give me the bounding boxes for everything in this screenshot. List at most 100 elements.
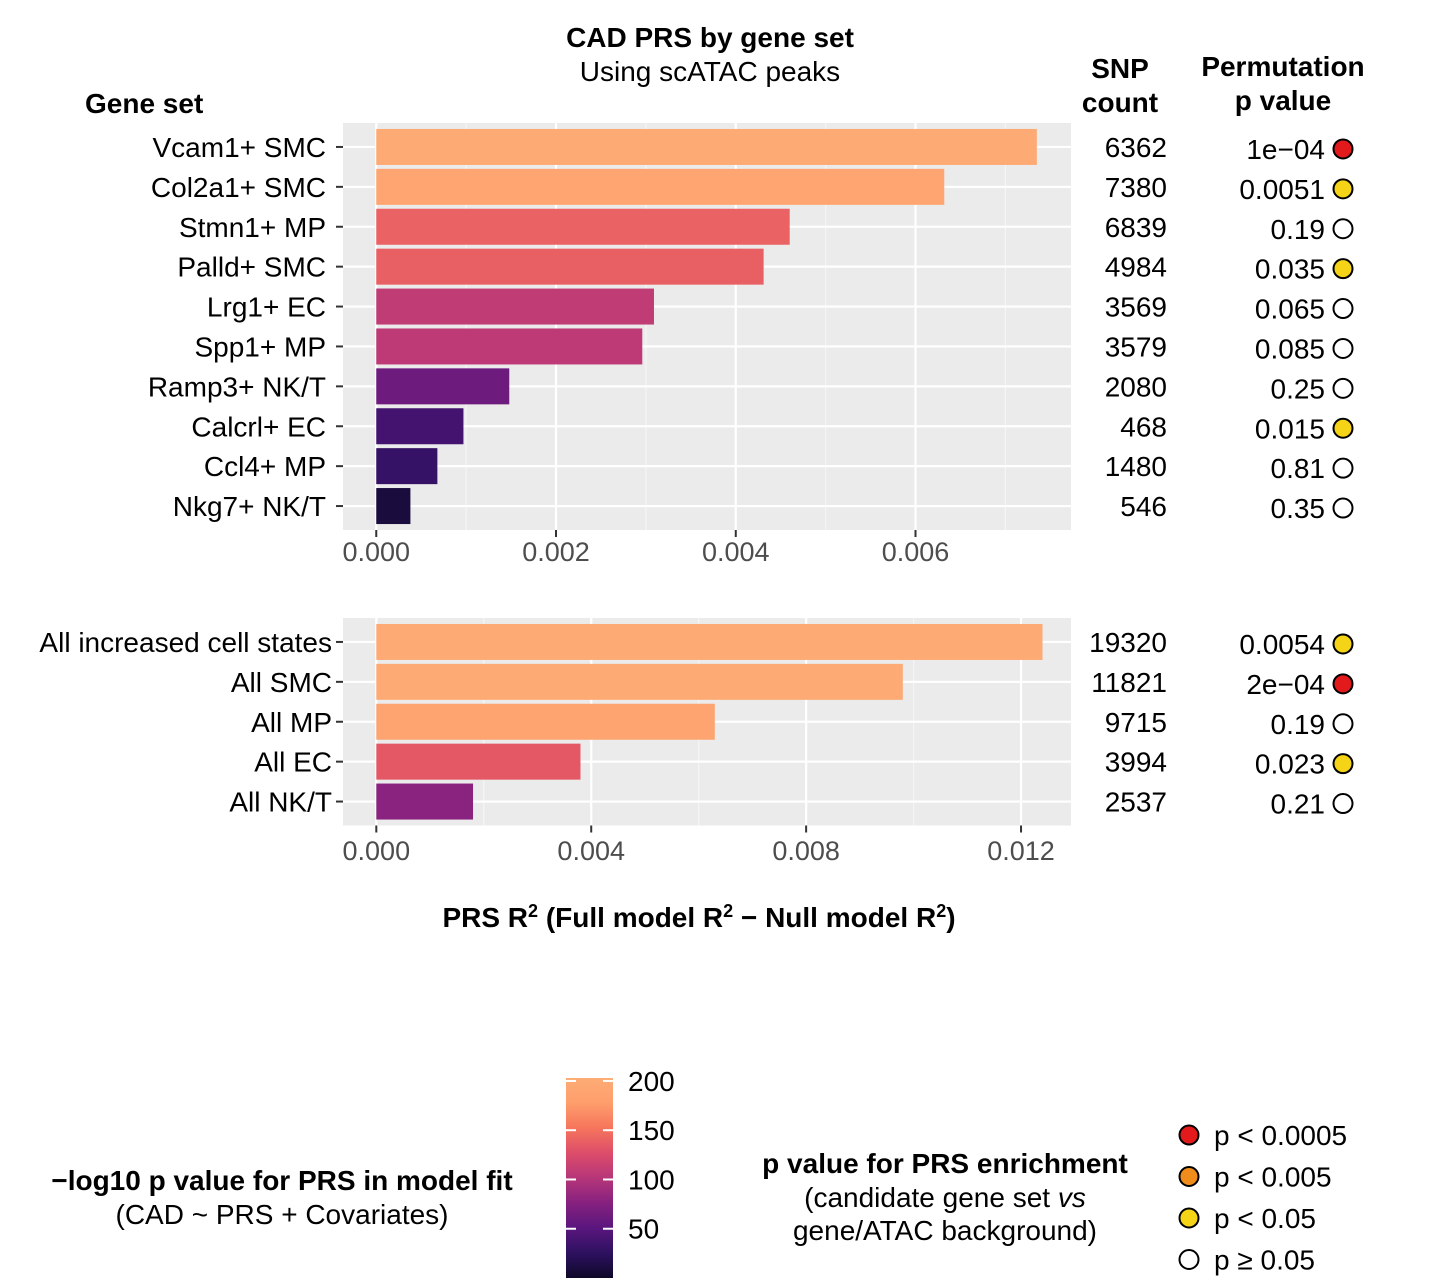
pvalue-dot <box>1332 753 1354 775</box>
chart-subtitle: Using scATAC peaks <box>580 56 840 87</box>
pvalue-label: 0.0054 <box>1239 629 1325 660</box>
pvalue-label: 1e−04 <box>1246 134 1325 165</box>
category-label: Calcrl+ EC <box>191 411 326 442</box>
pvalue-dot <box>1332 713 1354 735</box>
snp-count-label: 3994 <box>1105 747 1167 778</box>
category-label: Lrg1+ EC <box>207 292 326 323</box>
pvalue-legend-subtitle: (candidate gene set vs <box>804 1182 1086 1213</box>
pvalue-dot <box>1332 457 1354 479</box>
category-label: Col2a1+ SMC <box>151 172 326 203</box>
pvalue-label: 0.35 <box>1271 493 1326 524</box>
panel-gene-sets: Vcam1+ SMC 6362 1e−04 Col2a1+ SMC 7380 0.0051… <box>148 123 1354 567</box>
pvalue-legend-dot <box>1178 1207 1200 1229</box>
pvalue-label: 0.023 <box>1255 749 1325 780</box>
snp-count-label: 1480 <box>1105 451 1167 482</box>
x-tick-label: 0.000 <box>343 836 411 866</box>
category-label: Stmn1+ MP <box>179 212 326 243</box>
x-tick-label: 0.004 <box>702 537 770 567</box>
snp-count-label: 546 <box>1120 491 1167 522</box>
pvalue-dot <box>1332 218 1354 240</box>
pvalue-label: 0.065 <box>1255 294 1325 325</box>
snp-count-label: 468 <box>1120 411 1167 442</box>
pvalue-legend-title: p value for PRS enrichment <box>762 1148 1128 1179</box>
bar <box>376 248 764 285</box>
pvalue-legend-dot <box>1178 1249 1200 1270</box>
snp-count-label: 3579 <box>1105 331 1167 362</box>
snp-count-label: 11821 <box>1091 667 1167 698</box>
pvalue-dot <box>1332 633 1354 655</box>
pvalue-dot <box>1332 298 1354 320</box>
bar <box>376 208 790 245</box>
pvalue-legend: p value for PRS enrichment (candidate ge… <box>762 1120 1347 1276</box>
category-label: Ccl4+ MP <box>204 451 326 482</box>
pvalue-label: 0.085 <box>1255 333 1325 364</box>
pvalue-label: 0.21 <box>1271 789 1326 820</box>
bar <box>376 448 438 485</box>
pvalue-dot <box>1332 793 1354 815</box>
category-label: All NK/T <box>229 787 332 818</box>
snp-count-label: 4984 <box>1105 252 1167 283</box>
pvalue-label: 0.015 <box>1255 413 1325 444</box>
x-tick-label: 0.000 <box>342 537 410 567</box>
category-label: All EC <box>254 747 332 778</box>
category-label: Nkg7+ NK/T <box>173 491 326 522</box>
bar <box>376 623 1043 660</box>
category-label: All SMC <box>231 667 332 698</box>
pvalue-label: 0.035 <box>1255 254 1325 285</box>
colorbar-subtitle: (CAD ~ PRS + Covariates) <box>116 1199 449 1230</box>
pvalue-label: 0.19 <box>1271 709 1326 740</box>
snp-count-label: 6362 <box>1105 132 1167 163</box>
category-label: All increased cell states <box>39 627 332 658</box>
snp-count-header-line2: count <box>1082 87 1158 118</box>
pvalue-legend-label: p < 0.005 <box>1214 1162 1332 1193</box>
snp-count-label: 7380 <box>1105 172 1167 203</box>
category-label: Vcam1+ SMC <box>153 132 327 163</box>
snp-count-label: 2080 <box>1105 371 1167 402</box>
category-label: Spp1+ MP <box>194 331 326 362</box>
x-tick-label: 0.004 <box>557 836 625 866</box>
colorbar-gradient <box>566 1078 613 1278</box>
colorbar-tick-label: 50 <box>628 1214 659 1245</box>
pvalue-label: 2e−04 <box>1246 669 1325 700</box>
bar <box>376 368 510 405</box>
bar <box>376 488 411 525</box>
x-axis-title: PRS R2 (Full model R2 − Null model R2) <box>442 901 955 933</box>
pvalue-dot <box>1332 417 1354 439</box>
pvalue-dot <box>1332 497 1354 519</box>
bar <box>376 663 903 700</box>
pvalue-label: 0.25 <box>1271 373 1326 404</box>
snp-count-header-line1: SNP <box>1091 53 1149 84</box>
pvalue-label: 0.81 <box>1271 453 1326 484</box>
pvalue-legend-dot <box>1178 1124 1200 1146</box>
snp-count-label: 2537 <box>1105 787 1167 818</box>
bar <box>376 703 715 740</box>
bar <box>376 168 945 205</box>
pvalue-dot <box>1332 258 1354 280</box>
chart-title: CAD PRS by gene set <box>566 22 854 53</box>
pvalue-legend-label: p ≥ 0.05 <box>1214 1245 1315 1276</box>
category-label: Palld+ SMC <box>177 252 326 283</box>
pvalue-label: 0.19 <box>1271 214 1326 245</box>
gene-set-axis-title: Gene set <box>85 88 203 119</box>
bar <box>376 328 643 365</box>
x-tick-label: 0.002 <box>522 537 590 567</box>
x-tick-label: 0.006 <box>882 537 950 567</box>
snp-count-label: 9715 <box>1105 707 1167 738</box>
category-label: Ramp3+ NK/T <box>148 371 326 402</box>
colorbar-tick-label: 150 <box>628 1115 675 1146</box>
pvalue-dot <box>1332 138 1354 160</box>
snp-count-label: 3569 <box>1105 292 1167 323</box>
bar <box>376 743 581 780</box>
pval-header-line1: Permutation <box>1201 51 1364 82</box>
x-tick-label: 0.012 <box>987 836 1055 866</box>
pval-header-line2: p value <box>1235 85 1331 116</box>
snp-count-label: 19320 <box>1089 627 1167 658</box>
snp-count-label: 6839 <box>1105 212 1167 243</box>
pvalue-dot <box>1332 178 1354 200</box>
category-label: All MP <box>251 707 332 738</box>
panel-aggregate-sets: All increased cell states 19320 0.0054 All … <box>39 618 1354 866</box>
pvalue-legend-label: p < 0.0005 <box>1214 1120 1347 1151</box>
bar <box>376 408 464 445</box>
pvalue-dot <box>1332 377 1354 399</box>
